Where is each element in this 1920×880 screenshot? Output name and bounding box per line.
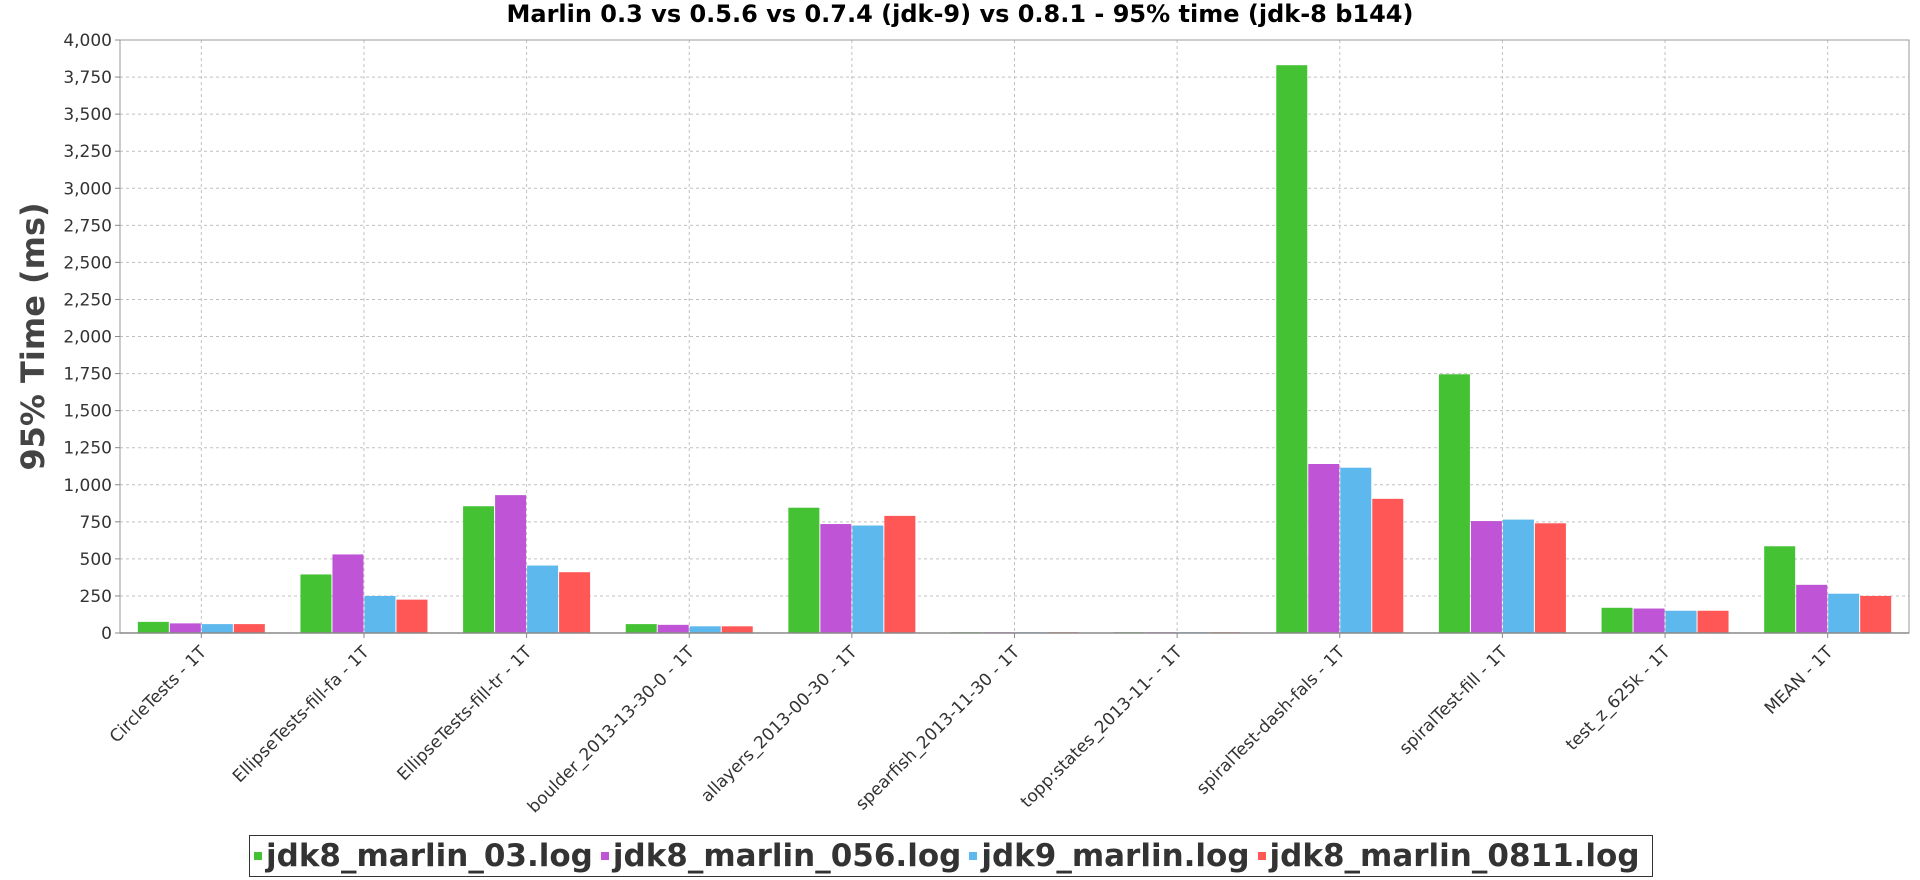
legend-swatch: [1257, 852, 1266, 860]
y-axis-label: 95% Time (ms): [14, 202, 52, 470]
bar: [1860, 595, 1892, 633]
bar: [788, 507, 820, 633]
legend-label: jdk8_marlin_03.log: [266, 838, 593, 874]
y-tick-label: 3,250: [63, 142, 112, 162]
x-tick-label: MEAN - 1T: [1761, 642, 1838, 719]
bar: [820, 524, 852, 633]
bar: [300, 574, 332, 633]
bar: [1438, 374, 1470, 633]
x-tick-label: topp:states_2013-11- - 1T: [1017, 642, 1187, 812]
bar: [495, 495, 527, 633]
y-tick-label: 3,000: [63, 179, 112, 199]
y-tick-label: 750: [80, 513, 112, 533]
bar: [657, 624, 689, 633]
bar: [1534, 523, 1566, 633]
bar: [852, 525, 884, 633]
chart-title: Marlin 0.3 vs 0.5.6 vs 0.7.4 (jdk-9) vs …: [507, 0, 1414, 28]
legend-item: jdk8_marlin_056.log: [600, 838, 962, 874]
bar: [1665, 610, 1697, 633]
bar: [1828, 593, 1860, 633]
bar: [1340, 467, 1372, 633]
y-tick-label: 250: [80, 587, 112, 607]
legend-swatch: [254, 852, 262, 860]
bar: [1633, 608, 1665, 633]
x-tick-labels: CircleTests - 1T EllipseTests-fill-fa - 1…: [106, 633, 1838, 817]
x-tick-label: allayers_2013-00-30 - 1T: [697, 642, 862, 807]
x-tick-label: CircleTests - 1T: [106, 642, 211, 747]
legend-swatch: [969, 852, 978, 860]
bar: [1601, 607, 1633, 633]
bar: [625, 624, 657, 633]
y-tick-label: 2,000: [63, 328, 112, 348]
bar: [527, 565, 559, 633]
x-tick-label: EllipseTests-fill-fa - 1T: [229, 642, 374, 787]
grid: [120, 39, 1909, 634]
bar: [1796, 584, 1828, 633]
y-tick-label: 1,750: [63, 365, 112, 385]
y-tick-label: 500: [80, 550, 112, 570]
legend-label: jdk9_marlin.log: [981, 838, 1250, 874]
bar: [201, 624, 233, 633]
legend-swatch: [600, 852, 609, 860]
x-tick-label: spiralTest-fill - 1T: [1396, 642, 1513, 759]
bar: [1697, 610, 1729, 633]
y-tick-label: 2,250: [63, 290, 112, 310]
legend-item: jdk8_marlin_0811.log: [1257, 838, 1640, 874]
bar: [1470, 521, 1502, 633]
bars: [137, 65, 1892, 633]
bar: [137, 621, 169, 633]
y-tick-label: 2,500: [63, 253, 112, 273]
y-tick-label: 3,500: [63, 105, 112, 125]
bar: [169, 623, 201, 633]
bar: [884, 515, 916, 633]
y-tick-label: 1,000: [63, 476, 112, 496]
y-tick-label: 1,250: [63, 439, 112, 459]
x-tick-label: spearfish_2013-11-30 - 1T: [852, 642, 1024, 814]
y-tick-label: 3,750: [63, 68, 112, 88]
bar: [332, 554, 364, 633]
legend-label: jdk8_marlin_0811.log: [1269, 838, 1640, 874]
x-tick-label: boulder_2013-13-30-0 - 1T: [524, 642, 699, 817]
legend: jdk8_marlin_03.log jdk8_marlin_056.log jdk…: [249, 835, 1653, 877]
bar: [396, 599, 428, 633]
x-tick-label: EllipseTests-fill-tr - 1T: [394, 642, 537, 785]
bar: [233, 624, 265, 633]
legend-label: jdk8_marlin_056.log: [612, 838, 962, 874]
bar: [721, 626, 753, 633]
bar: [1372, 498, 1404, 633]
y-tick-label: 2,750: [63, 216, 112, 236]
y-tick-label: 1,500: [63, 402, 112, 422]
bar: [1502, 519, 1534, 633]
bar: [1764, 546, 1796, 633]
legend-item: jdk8_marlin_03.log: [254, 838, 593, 874]
bar: [463, 506, 495, 633]
bar: [1308, 463, 1340, 633]
y-tick-label: 4,000: [63, 31, 112, 51]
y-tick-label: 0: [101, 624, 112, 644]
bar: [689, 626, 721, 633]
bar: [1276, 65, 1308, 633]
legend-item: jdk9_marlin.log: [969, 838, 1250, 874]
bar: [559, 572, 591, 633]
y-tick-labels: 0 250 500 750 1,000 1,250 1,500 1,750 2,000 2,250…: [63, 31, 120, 644]
bar: [364, 595, 396, 633]
x-tick-label: spiralTest-dash-fals - 1T: [1193, 642, 1350, 799]
x-tick-label: test_z_625k - 1T: [1562, 642, 1675, 755]
